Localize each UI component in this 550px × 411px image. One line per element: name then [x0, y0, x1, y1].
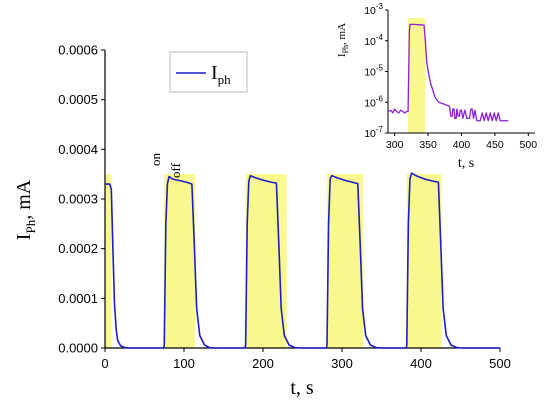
x-tick-label: 100 [173, 356, 195, 371]
main-axes: 0 100 200 300 400 500 0.0000 0.0001 0.0002 0.0003… [58, 43, 511, 372]
inset-x-tick-label: 450 [486, 139, 504, 151]
inset-y-tick-label: 10-7 [364, 125, 383, 140]
x-tick-label: 500 [489, 356, 511, 371]
inset-series [387, 23, 509, 122]
y-tick-label: 0.0003 [58, 192, 98, 207]
main-illumination-bands [105, 174, 442, 348]
inset-x-axis-label: t, s [458, 156, 474, 171]
x-tick-label: 200 [252, 356, 274, 371]
inset-y-axis-label: IPh, mA [336, 23, 350, 57]
inset-y-tick-label: 10-3 [364, 2, 383, 17]
inset-x-tick-label: 300 [386, 139, 404, 151]
inset-x-tick-label: 400 [453, 139, 471, 151]
illumination-band-1 [105, 174, 112, 348]
legend-box [169, 51, 248, 93]
inset-text-labels: IPh, mA t, s [336, 23, 474, 171]
inset-y-tick-label: 10-5 [364, 64, 383, 79]
y-tick-label: 0.0001 [58, 291, 98, 306]
inset-x-tick-label: 350 [419, 139, 437, 151]
main-text-labels: IPh, mA t, s on off [13, 153, 314, 400]
y-tick-label: 0.0002 [58, 241, 98, 256]
annotation-off: off [168, 162, 183, 178]
inset-illumination-band-1 [408, 18, 426, 133]
x-tick-label: 400 [410, 356, 432, 371]
legend: Iph [169, 51, 248, 93]
legend-label: Iph [211, 62, 231, 87]
inset-x-tick-label: 500 [520, 139, 538, 151]
y-tick-label: 0.0006 [58, 43, 98, 58]
x-tick-label: 300 [331, 356, 353, 371]
inset-axes: 300 350 400 450 500 10-7 10-6 10-5 10-4 10-3 [364, 2, 537, 151]
main-x-axis-label: t, s [290, 377, 314, 399]
annotation-on: on [148, 153, 163, 167]
inset-y-tick-label: 10-4 [364, 33, 383, 48]
illumination-band-2 [164, 174, 196, 348]
series-line-iph [105, 172, 500, 349]
y-tick-label: 0.0005 [58, 92, 98, 107]
y-tick-label: 0.0000 [58, 341, 98, 356]
x-tick-label: 0 [101, 356, 108, 371]
inset-illumination-band [408, 18, 426, 133]
y-tick-label: 0.0004 [58, 142, 98, 157]
illumination-band-5 [406, 174, 442, 348]
inset-y-tick-label: 10-6 [364, 94, 383, 109]
main-series [105, 172, 500, 349]
main-y-axis-label: IPh, mA [13, 179, 38, 240]
inset-series-line [387, 23, 509, 122]
illumination-band-4 [326, 174, 364, 348]
illumination-band-3 [245, 174, 287, 348]
